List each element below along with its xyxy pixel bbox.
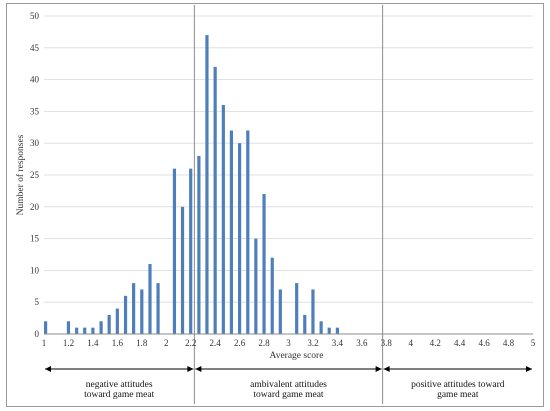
region-label-line2: toward game meat bbox=[253, 390, 324, 400]
bar bbox=[115, 308, 119, 334]
region-label-line2: toward game meat bbox=[84, 390, 155, 400]
arrow-head-right bbox=[375, 366, 382, 372]
x-tick-label: 1.8 bbox=[136, 338, 148, 348]
bar bbox=[327, 327, 331, 334]
bar bbox=[311, 289, 315, 334]
bar bbox=[172, 168, 177, 334]
bar bbox=[221, 105, 225, 334]
x-tick-label: 4 bbox=[409, 338, 414, 348]
bar bbox=[107, 314, 111, 334]
x-tick-labels: 1 1.2 1.4 1.6 1.8 2 2.2 2.4 2.6 2.8 3 3.2 3.4 3.6 3.8 4… bbox=[42, 338, 536, 348]
x-tick-label: 1.6 bbox=[112, 338, 124, 348]
x-tick-label: 2.8 bbox=[258, 338, 270, 348]
y-tick-label: 30 bbox=[30, 138, 40, 148]
bar bbox=[270, 257, 274, 334]
bar bbox=[156, 283, 160, 334]
bar bbox=[83, 327, 87, 334]
x-tick-label: 1.4 bbox=[87, 338, 99, 348]
x-tick-label: 3.6 bbox=[356, 338, 368, 348]
y-tick-label: 50 bbox=[30, 11, 40, 21]
y-tick-label: 40 bbox=[30, 75, 40, 85]
x-axis-title: Average score bbox=[270, 351, 324, 361]
x-tick-label: 2.6 bbox=[234, 338, 246, 348]
bar bbox=[75, 327, 79, 334]
x-tick-label: 3.8 bbox=[381, 338, 393, 348]
bar bbox=[303, 314, 307, 334]
x-tick-label: 3.4 bbox=[332, 338, 344, 348]
y-tick-label: 5 bbox=[35, 297, 40, 307]
bar bbox=[180, 206, 185, 334]
arrow-head-left bbox=[195, 366, 202, 372]
bar bbox=[148, 264, 152, 334]
y-tick-label: 0 bbox=[35, 329, 40, 339]
x-tick-label: 2.2 bbox=[185, 338, 196, 348]
bar bbox=[99, 321, 103, 334]
x-tick-label: 3 bbox=[286, 338, 291, 348]
region-label-line2: game meat bbox=[437, 390, 479, 400]
x-tick-label: 4.6 bbox=[478, 338, 490, 348]
x-tick-label: 2 bbox=[164, 338, 169, 348]
y-tick-label: 10 bbox=[30, 265, 40, 275]
bars bbox=[44, 35, 339, 334]
region-dividers bbox=[193, 5, 384, 404]
x-tick-label: 4.2 bbox=[430, 338, 441, 348]
y-tick-label: 25 bbox=[30, 170, 40, 180]
bar bbox=[335, 327, 339, 334]
bar bbox=[319, 321, 323, 334]
y-tick-labels: 0 5 10 15 20 25 30 35 40 45 50 bbox=[30, 11, 40, 339]
bar bbox=[91, 327, 95, 334]
arrow-head-right bbox=[526, 366, 532, 372]
x-tick-label: 4.8 bbox=[503, 338, 515, 348]
bar bbox=[254, 238, 258, 334]
arrow-head-left bbox=[383, 366, 390, 372]
bar bbox=[262, 194, 266, 334]
bar bbox=[229, 130, 234, 334]
bar bbox=[246, 130, 250, 334]
y-axis-title: Number of responses bbox=[15, 134, 26, 215]
x-tick-label: 3.2 bbox=[307, 338, 318, 348]
bar bbox=[295, 283, 299, 334]
bar bbox=[66, 321, 71, 334]
bar bbox=[189, 168, 193, 334]
region-label-line1: ambivalent attitudes bbox=[250, 380, 327, 390]
region-label-line1: positive attitudes toward bbox=[411, 380, 505, 390]
bar bbox=[132, 283, 136, 334]
chart-frame bbox=[6, 3, 544, 407]
bar bbox=[123, 295, 128, 334]
bar bbox=[213, 66, 217, 334]
x-tick-label: 2.4 bbox=[210, 338, 222, 348]
y-tick-label: 45 bbox=[30, 43, 40, 53]
bar bbox=[205, 35, 209, 334]
x-tick-label: 4.4 bbox=[454, 338, 466, 348]
arrow-head-right bbox=[187, 366, 194, 372]
bar bbox=[278, 289, 282, 334]
x-tick-label: 5 bbox=[531, 338, 536, 348]
gridlines bbox=[44, 15, 533, 303]
x-tick-label: 1 bbox=[42, 338, 47, 348]
y-tick-label: 20 bbox=[30, 202, 40, 212]
x-tick-label: 1.2 bbox=[63, 338, 74, 348]
y-tick-label: 15 bbox=[30, 234, 40, 244]
arrow-head-left bbox=[45, 366, 51, 372]
bar bbox=[238, 143, 242, 334]
bar bbox=[44, 321, 48, 334]
bar bbox=[140, 289, 144, 334]
bar bbox=[197, 155, 201, 334]
region-label-line1: negative attitudes bbox=[86, 380, 153, 390]
y-tick-label: 35 bbox=[30, 106, 40, 116]
